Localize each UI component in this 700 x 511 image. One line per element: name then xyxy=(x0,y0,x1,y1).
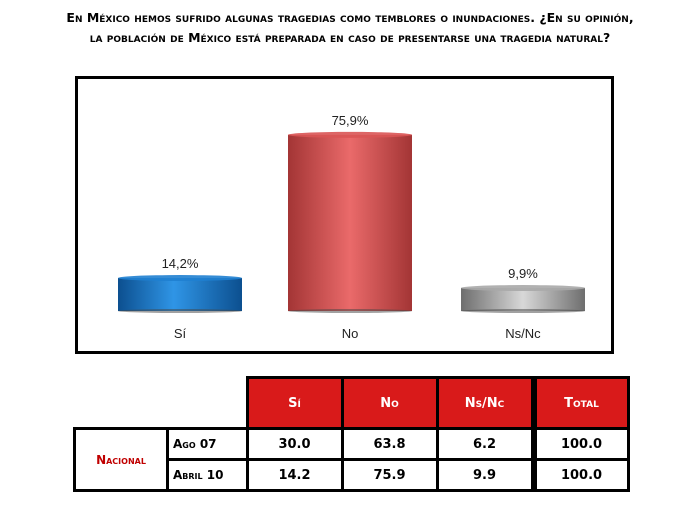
bar-top-0 xyxy=(118,275,242,282)
cell-value: 6.2 xyxy=(435,427,535,461)
cell-value: 63.8 xyxy=(340,427,439,461)
header-total: Total xyxy=(530,376,630,430)
cell-value: 30.0 xyxy=(245,427,344,461)
bar-base-1 xyxy=(288,309,412,313)
chart-frame: 14,2% Sí 75,9% No 9,9% Ns/Nc xyxy=(75,76,614,354)
blank-cell xyxy=(75,378,168,429)
bar-2 xyxy=(461,288,585,311)
cell-value: 14.2 xyxy=(245,458,344,492)
blank-cell xyxy=(168,378,248,429)
category-label-0: Sí xyxy=(174,326,187,341)
bar-chart: 14,2% Sí 75,9% No 9,9% Ns/Nc xyxy=(118,113,585,341)
table-row: Nacional Ago 07 30.0 63.8 6.2 100.0 xyxy=(73,427,630,492)
cell-total: 100.0 xyxy=(530,427,630,461)
period-label: Ago 07 xyxy=(166,427,249,461)
header-no: No xyxy=(340,376,439,430)
header-si: Sí xyxy=(245,376,344,430)
cell-value: 75.9 xyxy=(340,458,439,492)
question-title-line-1: En México hemos sufrido algunas tragedia… xyxy=(66,10,634,25)
category-label-2: Ns/Nc xyxy=(505,326,541,341)
bar-top-1 xyxy=(288,131,412,138)
table-header-row: Sí No Ns/Nc Total xyxy=(75,376,630,430)
data-label-0: 14,2% xyxy=(162,256,199,271)
header-nsnc: Ns/Nc xyxy=(435,376,535,430)
results-table: Sí No Ns/Nc Total Nacional Ago 07 30.0 6… xyxy=(73,376,630,492)
period-label: Abril 10 xyxy=(166,458,249,492)
cell-total: 100.0 xyxy=(530,458,630,492)
bar-base-0 xyxy=(118,309,242,313)
bar-0 xyxy=(118,278,242,311)
question-title-line-2: la población de México está preparada en… xyxy=(89,30,611,45)
category-label-1: No xyxy=(342,326,359,341)
bar-1 xyxy=(288,134,412,311)
bar-base-2 xyxy=(461,309,585,313)
cell-value: 9.9 xyxy=(435,458,535,492)
question-title: En México hemos sufrido algunas tragedia… xyxy=(0,8,700,48)
data-label-2: 9,9% xyxy=(508,266,538,281)
data-label-1: 75,9% xyxy=(332,113,369,128)
table-row: Abril 10 14.2 75.9 9.9 100.0 xyxy=(75,458,630,492)
region-label: Nacional xyxy=(73,427,169,492)
bar-top-2 xyxy=(461,285,585,292)
